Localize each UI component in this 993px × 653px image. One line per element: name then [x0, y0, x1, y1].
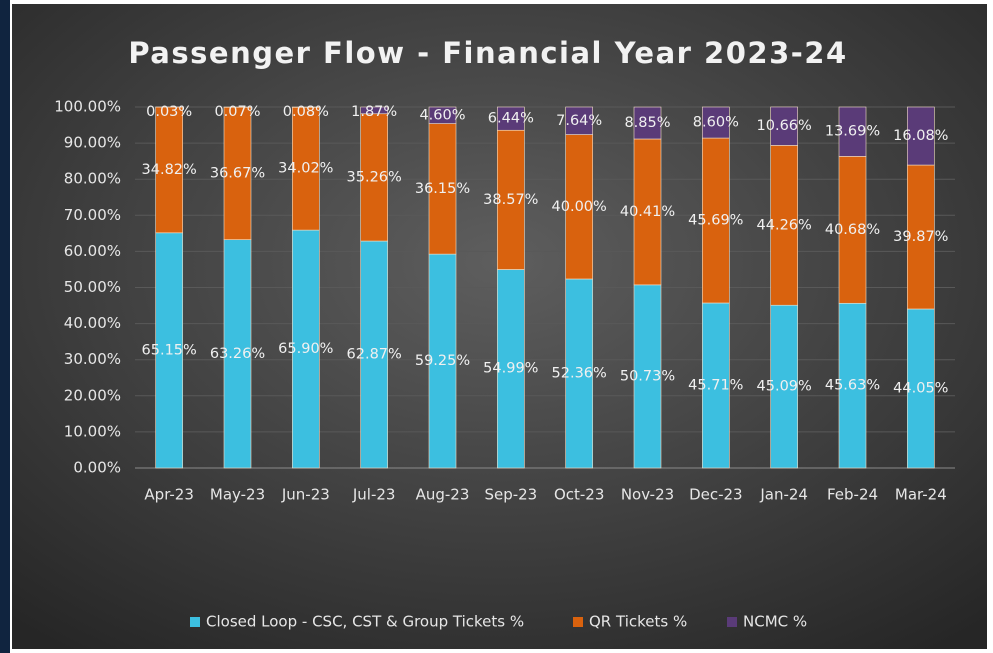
bar-segment [360, 113, 388, 242]
x-tick-label: Jan-24 [759, 486, 808, 504]
data-label: 8.85% [624, 115, 670, 131]
bar-segment [360, 106, 388, 115]
bar-segment [428, 106, 457, 124]
bar-segment [223, 239, 252, 469]
bar-segment [497, 106, 525, 131]
left-strip [0, 0, 10, 653]
x-tick-label: Mar-24 [895, 486, 947, 504]
data-label: 35.26% [347, 169, 402, 185]
data-label: 54.99% [483, 361, 538, 377]
bar-segment [770, 145, 798, 306]
bar-segment [702, 137, 730, 304]
data-label: 40.41% [620, 204, 675, 220]
data-label: 13.69% [825, 124, 880, 140]
x-tick-label: Aug-23 [416, 486, 470, 504]
data-label: 10.66% [757, 118, 812, 134]
bar-segment [633, 284, 662, 469]
data-label: 50.73% [620, 368, 675, 384]
y-tick-label: 10.00% [64, 422, 121, 440]
x-tick-label: Jun-23 [281, 486, 330, 504]
y-tick-label: 60.00% [64, 242, 121, 260]
x-tick-label: Dec-23 [689, 486, 743, 504]
bar-segment [702, 106, 730, 139]
y-tick-label: 50.00% [64, 278, 121, 296]
legend-label: NCMC % [743, 613, 807, 631]
data-label: 65.15% [142, 342, 197, 358]
data-label: 1.87% [351, 104, 397, 120]
x-tick-label: Sep-23 [484, 486, 537, 504]
data-label: 0.03% [146, 104, 192, 120]
bar-segment [565, 134, 593, 280]
bar-segment [838, 106, 867, 157]
data-label: 0.07% [214, 104, 260, 120]
y-tick-label: 20.00% [64, 386, 121, 404]
data-label: 40.00% [552, 199, 607, 215]
bar-segment [565, 106, 593, 135]
data-label: 34.02% [278, 161, 333, 177]
data-label: 34.82% [142, 162, 197, 178]
x-tick-label: Jul-23 [352, 486, 396, 504]
bar-segment [565, 278, 593, 469]
bar-segment [770, 304, 798, 469]
data-label: 63.26% [210, 346, 265, 362]
bar-segment [428, 253, 457, 469]
bar-segment [633, 106, 662, 140]
legend-swatch [727, 617, 737, 627]
y-tick-label: 40.00% [64, 314, 121, 332]
data-label: 45.63% [825, 378, 880, 394]
data-label: 7.64% [556, 113, 602, 129]
data-label: 38.57% [483, 192, 538, 208]
y-tick-label: 30.00% [64, 350, 121, 368]
bar-segment [428, 123, 457, 255]
legend-label: Closed Loop - CSC, CST & Group Tickets % [206, 613, 524, 631]
data-label: 45.71% [688, 377, 743, 393]
x-tick-label: Oct-23 [554, 486, 604, 504]
data-label: 65.90% [278, 341, 333, 357]
bar-segment [702, 302, 730, 469]
y-tick-label: 90.00% [64, 134, 121, 152]
data-label: 36.67% [210, 165, 265, 181]
data-label: 36.15% [415, 181, 470, 197]
data-label: 45.09% [757, 379, 812, 395]
bar-segment [907, 106, 935, 166]
data-label: 44.05% [893, 380, 948, 396]
x-tick-label: Apr-23 [144, 486, 194, 504]
data-label: 39.87% [893, 229, 948, 245]
data-label: 52.36% [552, 365, 607, 381]
data-label: 44.26% [757, 217, 812, 233]
data-label: 62.87% [347, 347, 402, 363]
y-tick-label: 70.00% [64, 206, 121, 224]
y-tick-label: 100.00% [54, 98, 121, 116]
data-label: 59.25% [415, 353, 470, 369]
x-tick-label: May-23 [210, 486, 265, 504]
bar-segment [360, 240, 388, 469]
bar-segment [497, 269, 525, 469]
x-tick-label: Feb-24 [827, 486, 878, 504]
chart-title: Passenger Flow - Financial Year 2023-24 [128, 36, 847, 70]
bar-segment [292, 229, 320, 469]
legend-swatch [190, 617, 200, 627]
y-tick-label: 0.00% [73, 459, 121, 477]
data-label: 8.60% [693, 115, 739, 131]
bar-segment [770, 106, 798, 146]
data-label: 16.08% [893, 128, 948, 144]
bar-segment [633, 138, 662, 286]
bar-segment [907, 164, 935, 310]
data-label: 4.60% [419, 107, 465, 123]
bar-segment [838, 156, 867, 304]
data-label: 0.08% [283, 104, 329, 120]
y-tick-label: 80.00% [64, 170, 121, 188]
data-label: 45.69% [688, 213, 743, 229]
data-label: 40.68% [825, 222, 880, 238]
bar-segment [907, 308, 935, 469]
x-tick-label: Nov-23 [621, 486, 674, 504]
legend-swatch [573, 617, 583, 627]
bar-segment [497, 129, 525, 270]
data-label: 6.44% [488, 111, 534, 127]
legend-label: QR Tickets % [589, 613, 687, 631]
